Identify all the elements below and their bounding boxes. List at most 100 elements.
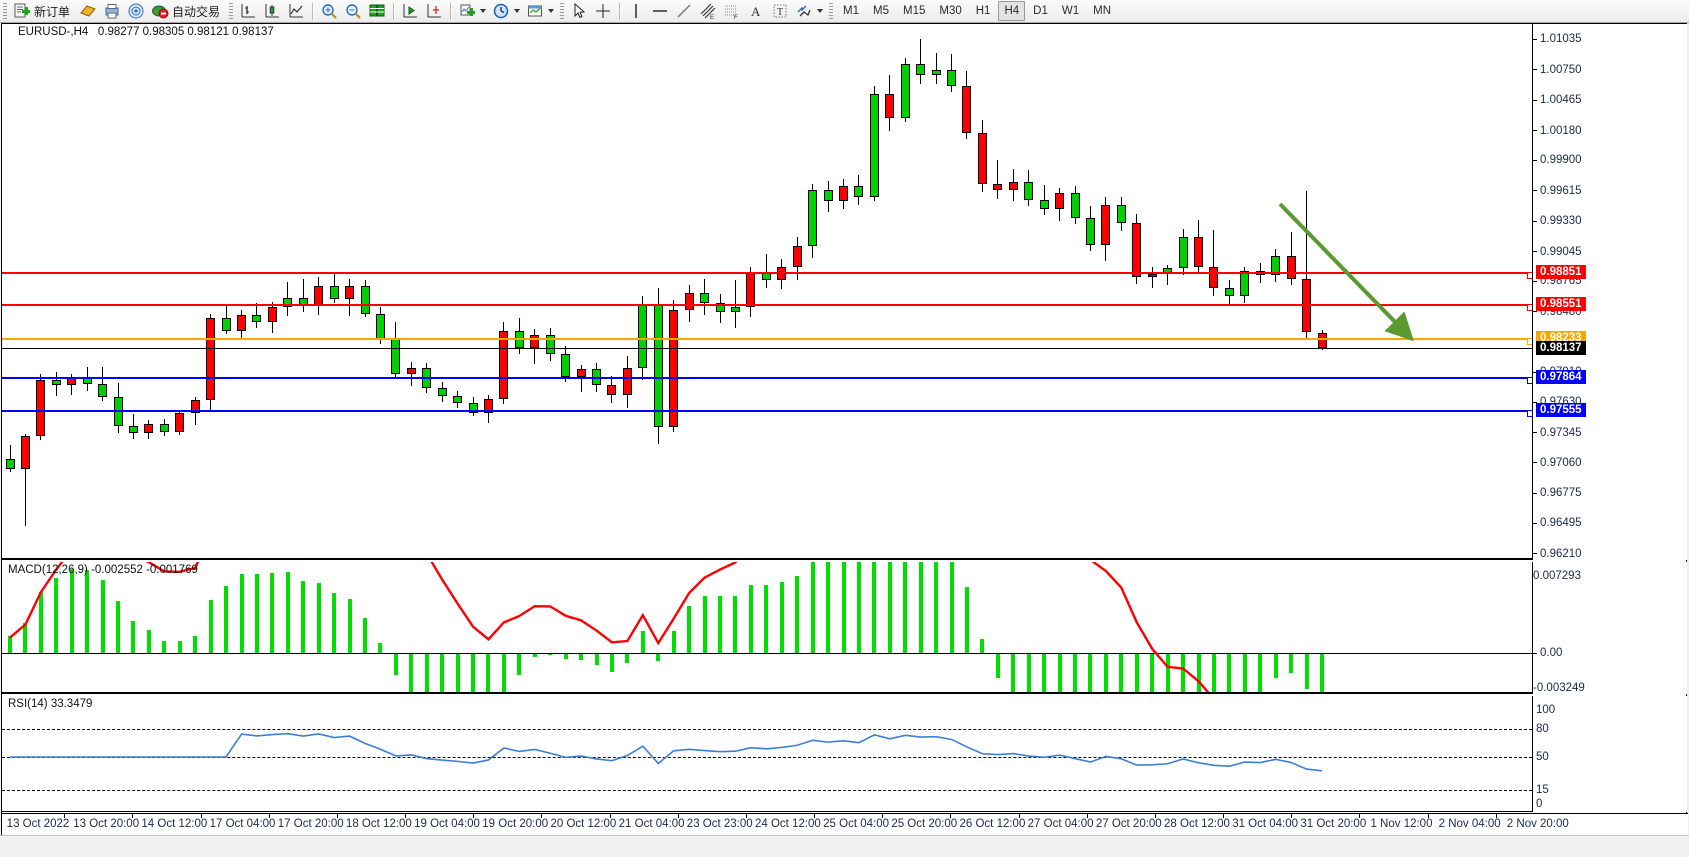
resistance-line-1[interactable] [2,272,1532,280]
current-price-line[interactable] [2,348,1532,350]
time-axis-tick [677,814,679,818]
cursor-button[interactable] [567,1,591,21]
rsi-tick: 80 [1536,722,1549,735]
periodicity-button[interactable] [489,1,523,21]
price-tick: 0.99045 [1533,246,1582,258]
time-axis[interactable]: 13 Oct 2022 13 Oct 20:00 14 Oct 12:00 17 Oc… [2,813,1688,835]
macd-tick: 0.00 [1533,647,1562,659]
auto-trading-label: 自动交易 [172,4,221,19]
timeframe-h1[interactable]: H1 [975,5,991,17]
candle [128,24,138,558]
crosshair-button[interactable] [591,1,615,21]
rsi-tick: 50 [1536,751,1549,763]
rsi-drawings [10,732,1323,772]
resistance-line-2-price-tag[interactable]: 0.98551 [1536,297,1586,312]
candle [20,24,30,558]
timeframe-w1[interactable]: W1 [1061,5,1080,17]
candle [1286,24,1296,558]
support-line-2[interactable] [2,410,1532,418]
macd-tick: -0.003249 [1533,682,1585,694]
auto-scroll-button[interactable] [398,1,422,21]
chart-shift-button[interactable] [422,1,446,21]
resistance-line-2[interactable] [2,304,1532,312]
resistance-line-1-price-tag[interactable]: 0.98851 [1536,265,1586,280]
candle [607,24,617,558]
rsi-tick: 0 [1536,798,1543,810]
candlestick-chart-button[interactable] [260,1,284,21]
timeframe-m30[interactable]: M30 [939,5,962,17]
arrows-button[interactable] [792,1,826,21]
zoom-in-icon [320,2,338,20]
text-button[interactable]: A [744,1,768,21]
pending-order-line[interactable] [2,338,1532,346]
timeframe-mn[interactable]: MN [1093,5,1111,17]
indicators-button[interactable] [124,1,148,21]
price-tick: 1.00465 [1533,94,1582,106]
macd-pane[interactable]: MACD(12,26,9) -0.002552 -0.001769 [2,562,1532,694]
macd-histogram-bar [85,569,90,654]
toolbar-grip-2[interactable] [229,2,234,20]
price-tick: 0.99900 [1533,154,1582,166]
support-line-1-price-tag[interactable]: 0.97864 [1536,370,1586,385]
candle [700,24,710,558]
support-line-1[interactable] [2,377,1532,385]
data-window-button[interactable] [365,1,389,21]
zoom-in-button[interactable] [317,1,341,21]
current-price-line-price-tag[interactable]: 0.98137 [1536,341,1586,356]
macd-axis[interactable]: 0.007293 0.00 -0.003249 [1532,562,1687,694]
time-axis-label: 24 Oct 12:00 [754,818,821,830]
auto-trading-button[interactable]: 自动交易 [148,1,226,21]
macd-histogram-bar [363,618,367,654]
price-tick: 0.97345 [1533,427,1582,439]
new-order-button[interactable]: 新订单 [10,1,76,21]
rsi-pane[interactable]: RSI(14) 33.3479 [2,696,1532,812]
candle [1209,24,1219,558]
bar-chart-button[interactable] [236,1,260,21]
price-pane[interactable] [2,24,1532,560]
candle [592,24,602,558]
timeframe-h4[interactable]: H4 [998,1,1026,21]
rsi-axis[interactable]: 100 80 50 15 0 [1532,696,1687,812]
timeframe-m5[interactable]: M5 [873,5,889,17]
support-line-2-price-tag[interactable]: 0.97555 [1536,403,1586,418]
price-axis[interactable]: 0.98851 0.98551 0.98233 0.98137 0.97864 0.975… [1532,24,1687,560]
rsi-level-50 [2,757,1532,758]
add-indicator-button[interactable] [455,1,489,21]
time-axis-tick [1086,814,1088,818]
text-label-button[interactable]: T [768,1,792,21]
toolbar-grip-3[interactable] [560,2,565,20]
zoom-out-button[interactable] [341,1,365,21]
toolbar-grip[interactable] [3,2,7,20]
templates-button[interactable] [523,1,557,21]
fibonacci-button[interactable]: F [720,1,744,21]
print-button[interactable] [100,1,124,21]
timeframe-m15[interactable]: M15 [903,5,926,17]
time-axis-tick [1359,814,1361,818]
svg-text:A: A [751,4,761,19]
equidistant-channel-button[interactable]: E [696,1,720,21]
profile-button[interactable] [76,1,100,21]
cursor-icon [570,2,588,20]
macd-histogram-bar [826,562,831,654]
candle [1178,24,1188,558]
price-tick: 1.00180 [1533,125,1582,137]
candle [1039,24,1049,558]
chevron-down-icon[interactable] [480,9,487,13]
toolbar-grip-4[interactable] [829,2,834,20]
candle [1271,24,1281,558]
price-tick: 1.00750 [1533,64,1582,76]
timeframe-d1[interactable]: D1 [1033,5,1048,17]
chevron-down-icon-4[interactable] [817,9,824,13]
trendline-button[interactable] [672,1,696,21]
chevron-down-icon-2[interactable] [514,9,521,13]
line-chart-button[interactable] [284,1,308,21]
print-icon [103,2,121,20]
candle [1147,24,1157,558]
vertical-line-button[interactable] [624,1,648,21]
timeframe-m1[interactable]: M1 [843,5,860,17]
chevron-down-icon-3[interactable] [548,9,555,13]
time-axis-tick [64,814,66,818]
horizontal-line-button[interactable] [648,1,672,21]
chart-area[interactable]: EURUSD-,H4 0.98277 0.98305 0.98121 0.981… [1,23,1688,835]
macd-histogram-bar [795,576,800,654]
